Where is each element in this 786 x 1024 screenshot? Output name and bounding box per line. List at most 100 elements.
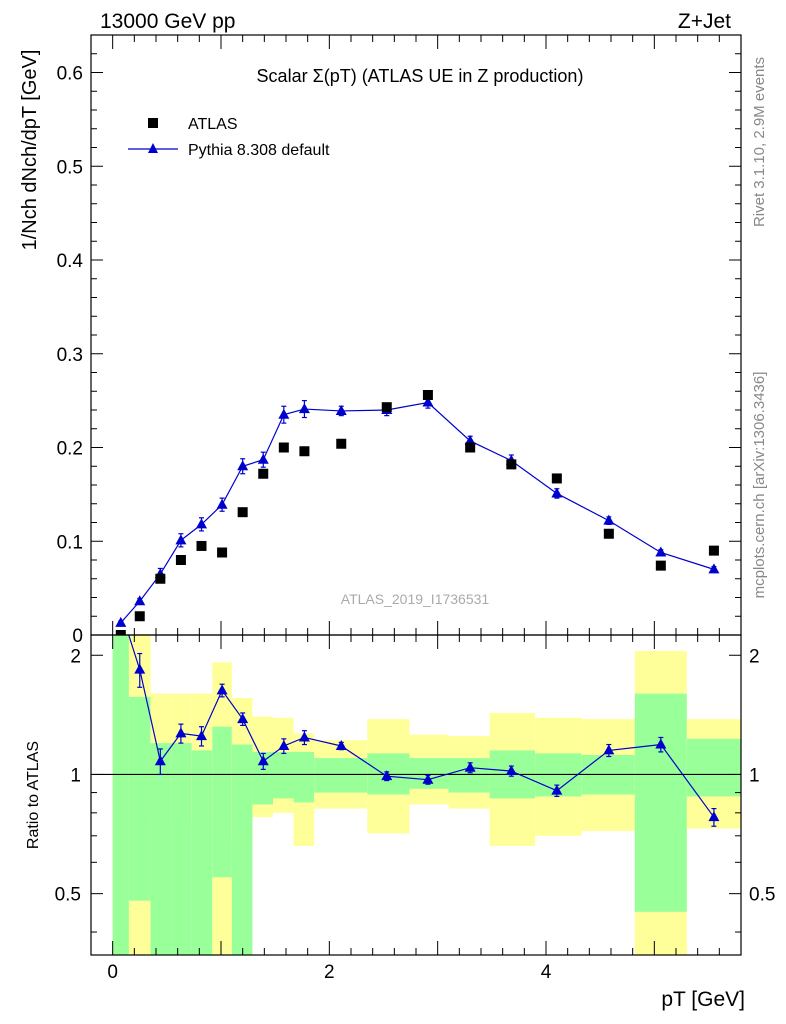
axis-ticks: 00.10.20.30.40.50.60.5 0.51 12 20 2 4 <box>55 34 775 983</box>
legend-label-pythia: Pythia 8.308 default <box>188 142 330 159</box>
ratio-point <box>335 739 347 750</box>
atlas-point <box>134 611 145 622</box>
ratio-point <box>603 744 615 755</box>
atlas-point <box>506 459 517 470</box>
inner-band-bin <box>191 750 213 955</box>
inner-band-bin <box>212 726 232 878</box>
x-tick-label: 4 <box>541 962 552 983</box>
ratio-y-tick-label: 1 <box>70 765 81 786</box>
inner-band-bin <box>112 635 129 955</box>
ratio-point <box>175 727 187 738</box>
atlas-point <box>237 507 248 518</box>
ratio-point <box>505 765 517 776</box>
ratio-point <box>298 731 310 742</box>
ratio-point <box>154 755 166 766</box>
rivet-info: Rivet 3.1.10, 2.9M events <box>751 57 768 227</box>
pythia-point <box>257 453 269 464</box>
pythia-point <box>655 546 667 557</box>
inner-band-bin <box>171 743 192 955</box>
atlas-point <box>381 402 392 413</box>
atlas-point <box>278 442 289 453</box>
pythia-point <box>278 408 290 419</box>
legend: ATLAS Pythia 8.308 default <box>128 116 330 159</box>
analysis-watermark: ATLAS_2019_I1736531 <box>341 591 490 607</box>
header-left: 13000 GeV pp <box>100 10 235 33</box>
pythia-point <box>464 434 476 445</box>
ratio-y-tick-label-right: 0.5 <box>749 885 775 906</box>
ratio-point <box>708 811 720 822</box>
inner-band-bin <box>150 743 172 955</box>
pythia-point <box>422 396 434 407</box>
atlas-point <box>551 473 562 484</box>
atlas-point <box>655 560 666 571</box>
atlas-point <box>175 555 186 565</box>
ratio-point <box>381 770 393 781</box>
ratio-point <box>464 761 476 772</box>
pythia-line <box>120 401 715 624</box>
ratio-point <box>237 713 249 724</box>
ratio-point <box>196 730 207 741</box>
ratio-point <box>134 663 146 674</box>
ratio-point <box>551 784 563 795</box>
ratio-y-tick-label-right: 2 <box>749 646 760 667</box>
atlas-point <box>422 390 433 400</box>
inner-band-bin <box>128 696 151 901</box>
atlas-point <box>217 547 228 558</box>
mcplots-info: mcplots.cern.ch [arXiv:1306.3436] <box>751 372 768 599</box>
pythia-point <box>134 595 146 606</box>
x-axis-label: pT [GeV] <box>661 988 745 1011</box>
y-tick-label: 0.6 <box>57 64 83 85</box>
pythia-point <box>196 518 207 529</box>
pythia-point <box>603 514 615 525</box>
pythia-point <box>175 534 187 545</box>
ratio-uncertainty-bands <box>91 635 741 955</box>
pythia-point <box>216 498 228 509</box>
atlas-point <box>196 540 207 551</box>
atlas-point <box>603 528 614 539</box>
pythia-point <box>237 460 249 471</box>
legend-marker-pythia <box>148 143 158 153</box>
legend-marker-atlas <box>148 118 158 128</box>
atlas-point <box>336 438 347 449</box>
ratio-point <box>655 738 667 749</box>
atlas-point <box>258 468 269 479</box>
ratio-y-tick-label: 2 <box>70 646 81 667</box>
ratio-point <box>278 739 290 750</box>
pythia-point <box>708 563 720 574</box>
inner-band-bin <box>293 751 315 803</box>
inner-band-bin <box>686 738 741 797</box>
ratio-point <box>115 604 126 614</box>
atlas-point <box>465 442 476 453</box>
inner-band-bin <box>231 744 253 955</box>
y-tick-label: 0.2 <box>57 439 83 460</box>
ratio-y-tick-label: 0.5 <box>55 885 81 906</box>
x-tick-label: 0 <box>107 962 118 983</box>
atlas-point <box>708 545 719 556</box>
pythia-point <box>335 404 347 415</box>
atlas-point <box>299 446 310 457</box>
legend-label-atlas: ATLAS <box>188 116 238 133</box>
ratio-point <box>257 755 269 766</box>
ratio-point <box>422 773 434 784</box>
ratio-point <box>216 684 228 695</box>
inner-band-bin <box>314 758 368 793</box>
y-tick-label: 0 <box>72 626 83 647</box>
x-tick-label: 2 <box>324 962 335 983</box>
header-right: Z+Jet <box>678 10 731 33</box>
inner-band-bin <box>273 751 294 799</box>
main-y-axis-label: 1/Nch dNch/dpT [GeV] <box>19 50 41 251</box>
ratio-y-axis-label: Ratio to ATLAS <box>25 741 42 849</box>
atlas-point <box>155 573 166 584</box>
pythia-point <box>115 616 127 627</box>
y-tick-label: 0.3 <box>57 345 83 366</box>
inner-band-bin <box>634 693 687 912</box>
main-title: Scalar Σ(pT) (ATLAS UE in Z production) <box>257 66 584 86</box>
pythia-point <box>298 403 310 414</box>
y-tick-label: 0.1 <box>57 532 83 553</box>
ratio-y-tick-label-right: 1 <box>749 765 760 786</box>
atlas-point <box>115 630 126 635</box>
ratio-panel-series <box>115 604 720 827</box>
main-panel-series <box>115 390 720 635</box>
y-tick-label: 0.5 <box>57 157 83 178</box>
